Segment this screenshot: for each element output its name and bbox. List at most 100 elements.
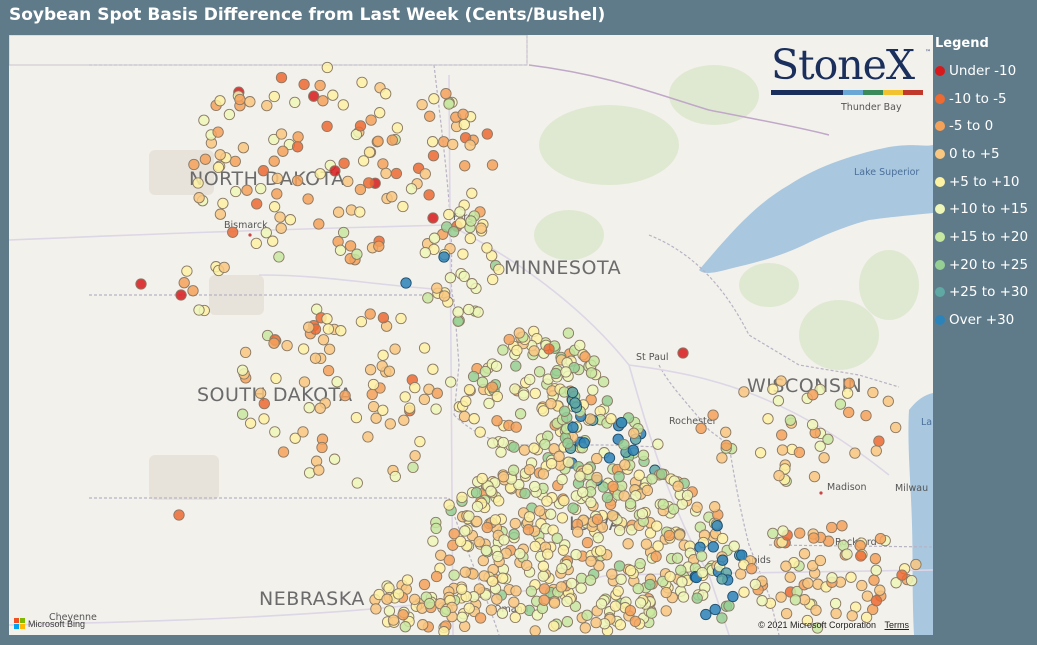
basis-point[interactable] <box>650 550 662 563</box>
basis-point[interactable] <box>798 548 811 560</box>
basis-point[interactable] <box>428 232 441 244</box>
basis-point[interactable] <box>414 435 426 448</box>
basis-point[interactable] <box>476 472 488 485</box>
basis-point[interactable] <box>438 626 450 636</box>
basis-point[interactable] <box>472 306 484 318</box>
basis-point[interactable] <box>735 568 747 580</box>
basis-point[interactable] <box>614 619 627 631</box>
basis-point[interactable] <box>882 395 894 407</box>
basis-point[interactable] <box>291 141 304 153</box>
basis-point[interactable] <box>381 593 393 605</box>
basis-point[interactable] <box>316 441 328 454</box>
basis-point[interactable] <box>548 620 560 632</box>
basis-point[interactable] <box>418 578 431 591</box>
basis-point[interactable] <box>533 366 546 378</box>
legend-item[interactable]: +25 to +30 <box>935 279 1035 307</box>
basis-point[interactable] <box>418 342 431 354</box>
basis-point[interactable] <box>373 240 385 252</box>
basis-point[interactable] <box>456 491 468 504</box>
basis-point[interactable] <box>214 149 226 161</box>
basis-point[interactable] <box>613 471 625 483</box>
basis-point[interactable] <box>244 417 257 429</box>
basis-point[interactable] <box>317 334 330 346</box>
basis-point[interactable] <box>268 201 281 213</box>
basis-point[interactable] <box>696 566 708 579</box>
basis-point[interactable] <box>493 263 505 276</box>
basis-point[interactable] <box>331 376 343 388</box>
basis-point[interactable] <box>459 566 471 578</box>
basis-point[interactable] <box>274 211 286 223</box>
basis-point[interactable] <box>784 571 796 583</box>
basis-point[interactable] <box>624 604 637 617</box>
basis-point[interactable] <box>514 408 527 420</box>
basis-point[interactable] <box>723 600 735 612</box>
basis-point[interactable] <box>289 432 301 444</box>
basis-point[interactable] <box>677 347 689 359</box>
basis-point[interactable] <box>896 569 908 581</box>
basis-point[interactable] <box>594 545 607 557</box>
basis-point[interactable] <box>836 520 848 532</box>
basis-point[interactable] <box>814 440 826 452</box>
basis-point[interactable] <box>676 576 688 588</box>
basis-point[interactable] <box>480 544 492 557</box>
basis-point[interactable] <box>491 415 503 427</box>
basis-point[interactable] <box>633 469 645 481</box>
basis-point[interactable] <box>503 333 515 346</box>
basis-point[interactable] <box>370 603 382 615</box>
basis-point[interactable] <box>486 381 498 393</box>
basis-point[interactable] <box>579 351 591 363</box>
basis-point[interactable] <box>463 602 475 614</box>
basis-point[interactable] <box>193 192 205 204</box>
basis-point[interactable] <box>212 161 225 174</box>
basis-point[interactable] <box>416 98 428 111</box>
basis-point[interactable] <box>591 471 603 484</box>
legend-item[interactable]: +15 to +20 <box>935 223 1035 251</box>
basis-point[interactable] <box>545 508 557 520</box>
basis-point[interactable] <box>291 174 304 187</box>
basis-point[interactable] <box>567 421 579 434</box>
basis-point[interactable] <box>728 540 740 552</box>
basis-point[interactable] <box>537 570 549 582</box>
basis-point[interactable] <box>780 607 793 620</box>
basis-point[interactable] <box>606 568 618 580</box>
basis-point[interactable] <box>409 381 421 394</box>
basis-point[interactable] <box>135 278 147 290</box>
basis-point[interactable] <box>538 594 550 606</box>
basis-point[interactable] <box>822 433 834 445</box>
basis-point[interactable] <box>510 585 522 597</box>
basis-point[interactable] <box>585 367 598 379</box>
basis-point[interactable] <box>860 611 873 624</box>
basis-point[interactable] <box>910 558 922 571</box>
basis-point[interactable] <box>695 422 707 435</box>
basis-point[interactable] <box>776 444 789 456</box>
basis-point[interactable] <box>591 452 603 465</box>
basis-point[interactable] <box>212 126 224 138</box>
basis-point[interactable] <box>585 496 597 509</box>
basis-point[interactable] <box>459 160 471 172</box>
basis-point[interactable] <box>485 485 497 497</box>
basis-point[interactable] <box>471 515 483 528</box>
basis-point[interactable] <box>716 612 728 624</box>
basis-point[interactable] <box>629 615 641 628</box>
basis-point[interactable] <box>720 426 732 438</box>
basis-point[interactable] <box>457 248 469 260</box>
basis-point[interactable] <box>890 577 902 589</box>
basis-point[interactable] <box>510 360 522 372</box>
legend-item[interactable]: 0 to +5 <box>935 140 1035 168</box>
basis-point[interactable] <box>808 532 820 544</box>
basis-point[interactable] <box>254 387 267 399</box>
basis-point[interactable] <box>691 592 703 604</box>
basis-point[interactable] <box>443 208 455 221</box>
basis-point[interactable] <box>496 607 509 619</box>
basis-point[interactable] <box>474 612 487 624</box>
basis-point[interactable] <box>613 524 626 537</box>
basis-point[interactable] <box>628 427 640 439</box>
basis-point[interactable] <box>401 574 414 586</box>
basis-point[interactable] <box>855 550 867 562</box>
basis-point[interactable] <box>435 549 447 561</box>
basis-point[interactable] <box>673 529 686 541</box>
basis-point[interactable] <box>794 527 806 539</box>
basis-point[interactable] <box>383 605 396 617</box>
basis-point[interactable] <box>337 226 350 239</box>
basis-point[interactable] <box>456 583 468 595</box>
